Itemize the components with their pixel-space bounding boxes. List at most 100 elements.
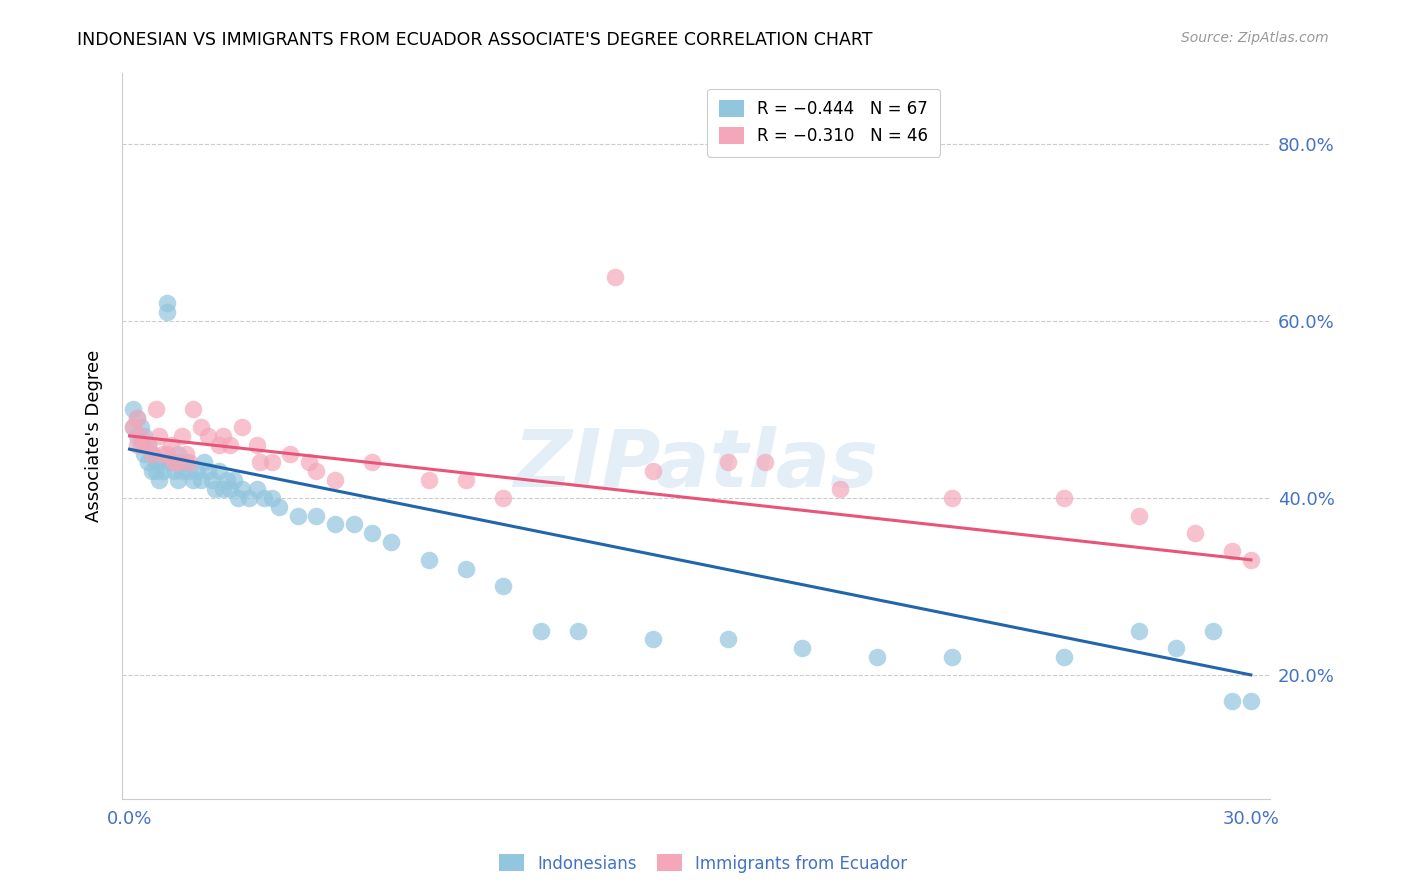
Point	[179, 455, 201, 469]
Point	[145, 464, 167, 478]
Point	[136, 438, 159, 452]
Point	[186, 464, 208, 478]
Point	[305, 508, 328, 523]
Point	[122, 420, 145, 434]
Point	[219, 438, 242, 452]
Point	[122, 420, 145, 434]
Point	[167, 447, 190, 461]
Point	[260, 455, 283, 469]
Point	[141, 447, 163, 461]
Point	[567, 624, 589, 638]
Point	[190, 420, 212, 434]
Point	[141, 464, 163, 478]
Point	[152, 464, 174, 478]
Point	[267, 500, 290, 514]
Point	[148, 455, 170, 469]
Point	[129, 429, 152, 443]
Point	[145, 455, 167, 469]
Point	[125, 429, 148, 443]
Text: Source: ZipAtlas.com: Source: ZipAtlas.com	[1181, 31, 1329, 45]
Point	[231, 482, 253, 496]
Point	[1164, 641, 1187, 656]
Point	[454, 562, 477, 576]
Point	[454, 473, 477, 487]
Point	[641, 632, 664, 647]
Point	[125, 411, 148, 425]
Point	[159, 438, 181, 452]
Legend: Indonesians, Immigrants from Ecuador: Indonesians, Immigrants from Ecuador	[492, 847, 914, 880]
Point	[122, 402, 145, 417]
Point	[167, 455, 190, 469]
Point	[201, 473, 224, 487]
Point	[145, 402, 167, 417]
Point	[134, 447, 156, 461]
Point	[136, 438, 159, 452]
Point	[197, 429, 219, 443]
Point	[1240, 553, 1263, 567]
Point	[181, 402, 204, 417]
Point	[156, 305, 179, 319]
Point	[148, 429, 170, 443]
Point	[380, 535, 402, 549]
Point	[641, 464, 664, 478]
Point	[141, 447, 163, 461]
Point	[492, 491, 515, 505]
Point	[260, 491, 283, 505]
Point	[219, 482, 242, 496]
Y-axis label: Associate's Degree: Associate's Degree	[86, 350, 103, 522]
Text: ZIPatlas: ZIPatlas	[513, 426, 879, 504]
Point	[1184, 526, 1206, 541]
Point	[208, 464, 231, 478]
Point	[170, 429, 193, 443]
Point	[1053, 650, 1076, 665]
Point	[125, 438, 148, 452]
Point	[716, 632, 738, 647]
Point	[134, 429, 156, 443]
Point	[828, 482, 851, 496]
Point	[208, 438, 231, 452]
Point	[159, 455, 181, 469]
Point	[1220, 544, 1243, 558]
Point	[1128, 624, 1150, 638]
Point	[163, 455, 186, 469]
Point	[418, 473, 440, 487]
Point	[174, 455, 197, 469]
Point	[941, 650, 963, 665]
Point	[204, 482, 226, 496]
Point	[212, 429, 235, 443]
Point	[167, 473, 190, 487]
Point	[323, 517, 346, 532]
Point	[125, 411, 148, 425]
Point	[866, 650, 889, 665]
Point	[1053, 491, 1076, 505]
Point	[174, 447, 197, 461]
Point	[361, 526, 384, 541]
Point	[530, 624, 553, 638]
Point	[249, 455, 271, 469]
Point	[246, 438, 269, 452]
Point	[1240, 694, 1263, 708]
Point	[941, 491, 963, 505]
Point	[716, 455, 738, 469]
Point	[278, 447, 301, 461]
Point	[163, 464, 186, 478]
Point	[156, 296, 179, 310]
Point	[287, 508, 309, 523]
Point	[1202, 624, 1225, 638]
Point	[792, 641, 814, 656]
Point	[193, 455, 215, 469]
Point	[190, 473, 212, 487]
Point	[224, 473, 246, 487]
Point	[226, 491, 249, 505]
Point	[361, 455, 384, 469]
Point	[238, 491, 260, 505]
Point	[129, 420, 152, 434]
Point	[181, 473, 204, 487]
Legend: R = −0.444   N = 67, R = −0.310   N = 46: R = −0.444 N = 67, R = −0.310 N = 46	[707, 88, 941, 157]
Point	[152, 447, 174, 461]
Point	[170, 464, 193, 478]
Point	[605, 269, 627, 284]
Point	[134, 438, 156, 452]
Point	[197, 464, 219, 478]
Point	[343, 517, 366, 532]
